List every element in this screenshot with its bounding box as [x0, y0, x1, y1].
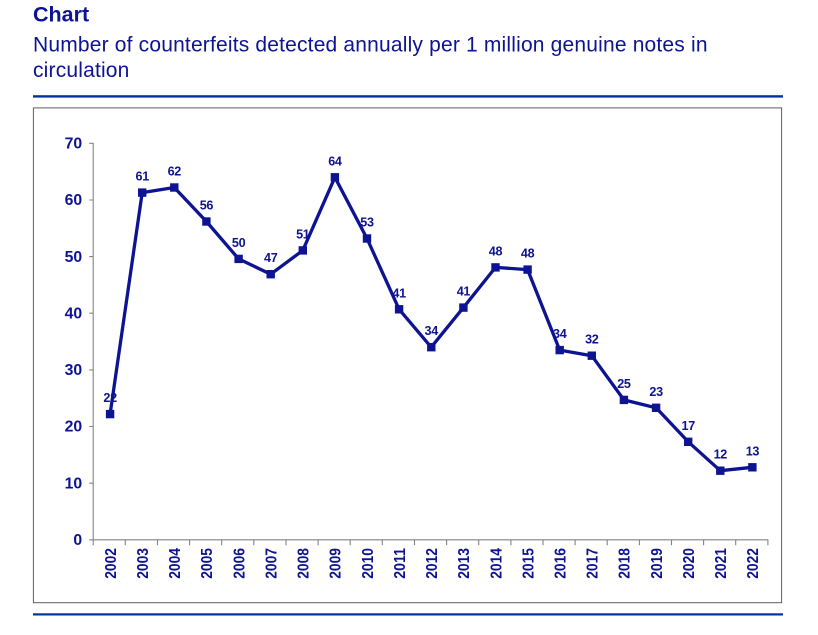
svg-text:2022: 2022 — [745, 548, 762, 579]
svg-text:47: 47 — [264, 251, 278, 265]
svg-text:34: 34 — [424, 324, 438, 338]
svg-text:41: 41 — [457, 285, 471, 299]
svg-text:2012: 2012 — [424, 548, 441, 579]
svg-text:2018: 2018 — [617, 548, 634, 579]
svg-text:2006: 2006 — [231, 548, 248, 579]
svg-text:2021: 2021 — [713, 548, 730, 579]
svg-text:2019: 2019 — [649, 548, 666, 579]
svg-text:13: 13 — [746, 444, 760, 458]
svg-text:34: 34 — [553, 327, 567, 341]
svg-text:2015: 2015 — [520, 548, 537, 579]
svg-text:48: 48 — [489, 244, 503, 258]
svg-text:20: 20 — [65, 419, 83, 436]
svg-text:Number of counterfeits detecte: Number of counterfeits detected annually… — [33, 34, 708, 57]
svg-text:Chart: Chart — [33, 3, 89, 27]
svg-text:2008: 2008 — [296, 548, 313, 579]
svg-text:2004: 2004 — [167, 548, 184, 579]
svg-text:2010: 2010 — [360, 548, 377, 579]
svg-text:2007: 2007 — [264, 548, 281, 579]
svg-text:51: 51 — [296, 227, 310, 241]
svg-text:61: 61 — [135, 170, 149, 184]
svg-text:64: 64 — [328, 154, 342, 168]
svg-text:0: 0 — [73, 532, 82, 549]
svg-text:40: 40 — [65, 305, 83, 322]
svg-text:17: 17 — [681, 419, 695, 433]
svg-text:32: 32 — [585, 333, 599, 347]
svg-text:60: 60 — [65, 192, 83, 209]
svg-text:12: 12 — [714, 448, 728, 462]
svg-text:53: 53 — [360, 216, 374, 230]
svg-text:2017: 2017 — [585, 548, 602, 579]
svg-text:23: 23 — [649, 385, 663, 399]
svg-text:10: 10 — [65, 475, 83, 492]
svg-text:22: 22 — [103, 391, 117, 405]
svg-text:2020: 2020 — [681, 548, 698, 579]
svg-text:48: 48 — [521, 247, 535, 261]
svg-text:62: 62 — [168, 165, 182, 179]
svg-text:circulation: circulation — [33, 59, 130, 82]
svg-text:30: 30 — [65, 362, 83, 379]
svg-text:2014: 2014 — [488, 548, 505, 579]
svg-text:25: 25 — [617, 377, 631, 391]
svg-text:2005: 2005 — [199, 548, 216, 579]
svg-text:2009: 2009 — [328, 548, 345, 579]
svg-text:56: 56 — [200, 199, 214, 213]
svg-text:50: 50 — [232, 236, 246, 250]
svg-text:2002: 2002 — [103, 548, 120, 579]
svg-text:2013: 2013 — [456, 548, 473, 579]
svg-text:41: 41 — [392, 286, 406, 300]
svg-text:2011: 2011 — [392, 548, 409, 579]
svg-text:2003: 2003 — [135, 548, 152, 579]
svg-text:70: 70 — [65, 136, 83, 153]
svg-text:2016: 2016 — [553, 548, 570, 579]
svg-text:50: 50 — [65, 249, 83, 266]
